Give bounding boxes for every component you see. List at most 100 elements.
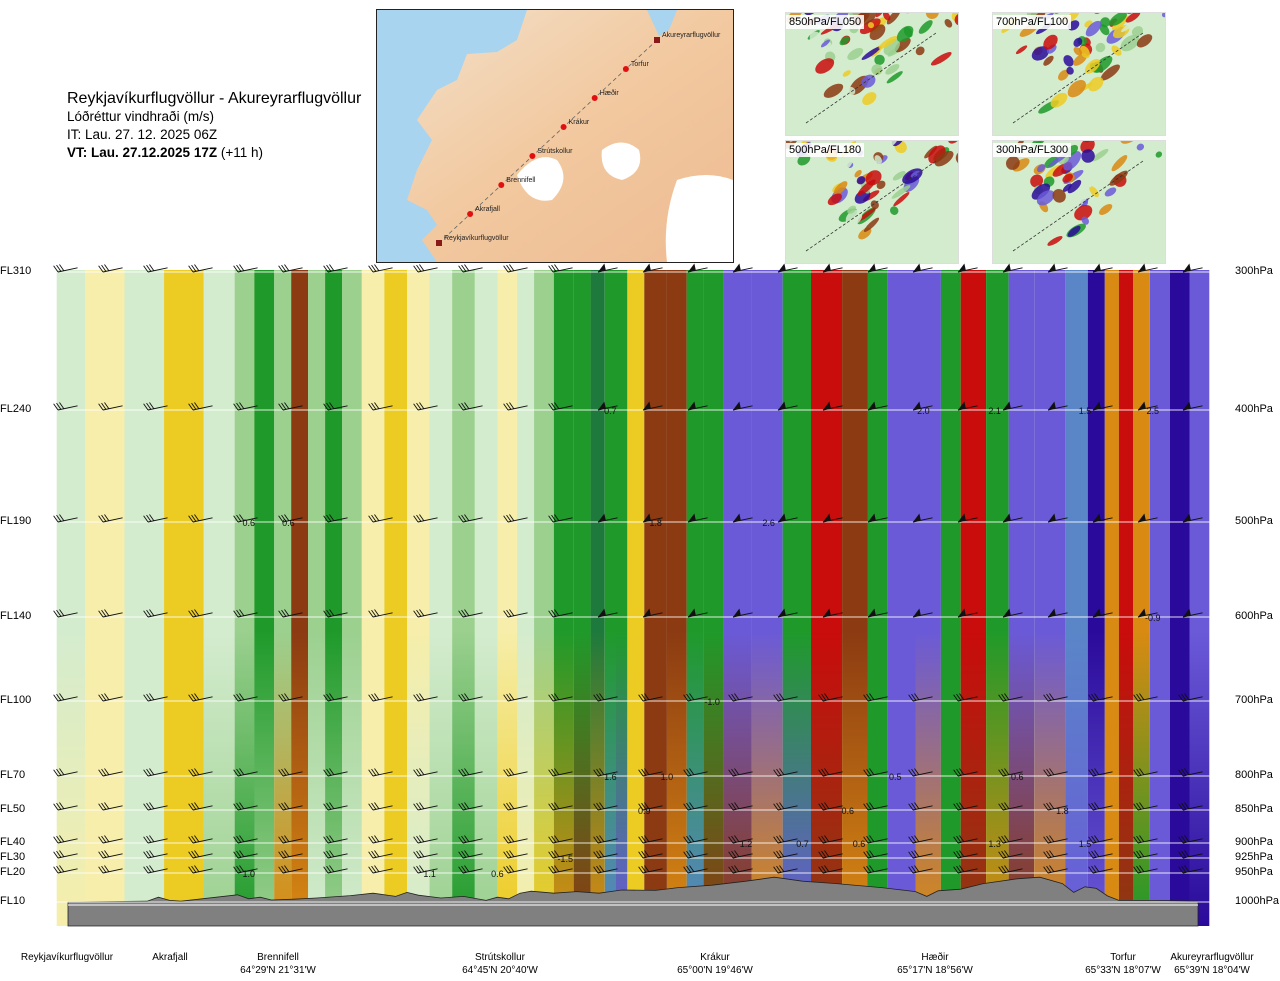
wind-barb [863,693,888,702]
wind-barb [953,850,978,859]
thumbnail-blob [1155,151,1163,158]
wind-barb [777,401,798,411]
wind-barb [1047,263,1068,273]
wind-barb [683,802,708,811]
wind-barb [1088,850,1113,859]
wind-barb [188,865,213,874]
thumbnail-blob [847,86,856,95]
wind-barb [683,768,708,777]
wind-barb [908,850,933,859]
thumbnail-blob [1136,143,1145,151]
thumbnail-blob [1062,173,1073,183]
wind-band [604,270,617,926]
thumbnail-blob [1079,45,1090,59]
thumbnail-blob [1067,79,1086,98]
thumbnail-route [805,32,937,124]
wind-barb [458,264,483,273]
wind-band [429,270,453,926]
wind-barb [368,609,393,618]
wind-band [1008,270,1035,926]
waypoint-marker [622,66,629,72]
wind-barb [143,768,168,777]
wind-barb [1178,768,1203,777]
wind-barb [1182,608,1203,618]
wind-barb [863,850,888,859]
hpa-label: 1000hPa [1235,895,1280,907]
wind-barb [953,835,978,844]
thumbnail-blob [1015,45,1028,55]
wind-barb [278,865,303,874]
thumbnail-blob [890,206,899,215]
wind-barb [233,514,258,523]
wind-barb [1133,865,1158,874]
wind-barb [1088,835,1113,844]
wind-band [1104,270,1119,926]
thumbnail-blob [1125,13,1141,23]
wind-barb [687,513,708,523]
location-coord: 65°00'N 19°46'W [677,965,753,976]
wind-band [573,270,591,926]
value-label: 0.6 [841,806,854,816]
wind-barb [908,835,933,844]
wind-barb [1133,768,1158,777]
thumbnail-blob [861,46,881,60]
wind-barb [53,402,78,411]
wind-barb [1092,263,1113,273]
wind-barb [773,835,798,844]
wind-band [616,270,628,926]
value-label: 2.6 [762,518,775,528]
thumbnail-blob [864,141,879,147]
wind-barb [323,264,348,273]
wind-barb [593,835,618,844]
thumbnail-blob [1063,55,1074,67]
wind-band [703,270,724,926]
thumbnail-850hpa[interactable]: 850hPa/FL050 [785,12,959,136]
thumbnail-blob [882,13,891,21]
wind-barb [597,513,618,523]
thumbnail-blob [1073,47,1083,56]
wind-barb [98,768,123,777]
route-map[interactable]: Akureyrarflugvöllur Torfur Hæðir Krákur Strú… [376,9,734,263]
thumbnail-blob [1085,20,1102,37]
thumbnail-blob [823,83,844,98]
location-name: Torfur [1110,952,1136,963]
wind-barb [1137,263,1158,273]
wind-barb [1137,608,1158,618]
wind-barb [548,802,573,811]
thumbnail-blob [1100,17,1111,28]
thumbnail-blob [874,155,883,164]
fl-label: FL100 [0,694,32,706]
wind-barb [323,693,348,702]
thumbnail-300hpa[interactable]: 300hPa/FL300 [992,140,1166,264]
thumbnail-blob [934,150,954,167]
wind-barb [732,263,753,273]
wind-barb [413,865,438,874]
wind-band [867,270,888,926]
wind-barb [773,865,798,874]
thumbnail-blob [1131,26,1144,37]
wind-barbs [53,263,1203,874]
wind-barb [683,865,708,874]
wind-barb [368,264,393,273]
wind-barb [908,865,933,874]
valid-time-offset: (+11 h) [220,145,264,160]
wind-barb [597,263,618,273]
value-label: 0.7 [796,839,809,849]
wind-barb [818,835,843,844]
thumbnail-blob [869,24,886,41]
wind-barb [143,264,168,273]
thumbnail-500hpa[interactable]: 500hPa/FL180 [785,140,959,264]
wind-barb [98,835,123,844]
wind-barb [368,865,393,874]
wind-barb [233,402,258,411]
wind-barb [732,513,753,523]
value-label: 1.8 [649,518,662,528]
wind-barb [188,768,213,777]
wind-barb [687,401,708,411]
waypoint-label: Reykjavíkurflugvöllur [444,235,509,242]
thumbnail-blob [1081,149,1095,163]
wind-barb [53,609,78,618]
thumbnail-700hpa[interactable]: 700hPa/FL100 [992,12,1166,136]
hpa-label: 700hPa [1235,694,1273,706]
location-label: Krákur 65°00'N 19°46'W [677,951,753,977]
